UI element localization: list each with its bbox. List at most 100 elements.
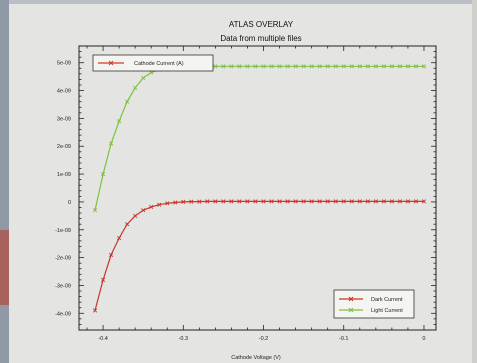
dark-current-point (269, 199, 274, 204)
chart-title: ATLAS OVERLAY (229, 20, 294, 29)
legend-bottom-box (333, 289, 415, 319)
dark-current-point (397, 199, 403, 204)
legend-light-marker (348, 307, 354, 313)
chart-subtitle: Data from multiple files (220, 34, 301, 43)
light-current-point (413, 64, 419, 69)
light-current-point (421, 64, 427, 69)
light-current-point (245, 64, 250, 69)
light-current-point (325, 64, 330, 69)
light-current-point (341, 64, 346, 69)
dark-current-point (277, 199, 282, 204)
x-axis-label: Cathode Voltage (V) (231, 355, 281, 361)
window-left-edge (0, 0, 9, 363)
x-tick-label: -0.1 (339, 336, 348, 342)
x-axis: -0.4 -0.3 -0.2 -0.1 0 (86, 46, 425, 342)
window-right-edge (472, 0, 477, 363)
legend-top-marker (108, 60, 114, 66)
x-tick-label: -0.3 (179, 336, 188, 342)
dark-current-point (213, 199, 218, 204)
dark-current-point (125, 222, 130, 227)
dark-current-point (108, 252, 114, 257)
y-tick-label: 5e-09 (57, 61, 71, 67)
light-current-point (277, 64, 282, 69)
x-tick-label: 0 (422, 336, 425, 342)
light-current-point (333, 64, 338, 69)
dark-current-point (341, 199, 346, 204)
light-current-point (269, 64, 274, 69)
light-current-point (373, 64, 378, 69)
dark-current-line (94, 200, 424, 311)
dark-current-point (421, 199, 427, 204)
light-current-point (301, 64, 306, 69)
light-current-point (125, 99, 130, 104)
light-current-point (285, 64, 290, 69)
y-tick-label: -2e-09 (55, 256, 71, 262)
light-current-point (92, 208, 98, 213)
dark-current-point (197, 199, 202, 204)
dark-current-point (181, 199, 186, 205)
dark-current-point (253, 199, 258, 204)
light-current-line (94, 65, 424, 211)
light-current-point (221, 64, 226, 69)
dark-current-point (149, 204, 154, 210)
light-current-point (100, 171, 106, 177)
dark-current-point (413, 199, 419, 204)
x-tick-label: -0.2 (259, 336, 268, 342)
y-tick-label: 1e-09 (57, 172, 71, 178)
light-current-point (141, 75, 146, 81)
light-current-point (213, 64, 218, 69)
dark-current-point (381, 199, 386, 204)
window-left-edge-tint (0, 230, 9, 305)
light-current-point (389, 64, 394, 69)
legend-dark-marker (348, 296, 354, 302)
y-tick-label: -4e-09 (55, 311, 71, 317)
light-current-point (237, 64, 242, 69)
y-tick-label: 3e-09 (57, 116, 71, 122)
dark-current-point (285, 199, 290, 204)
y-axis: 5e-09 4e-09 3e-09 2e-09 1e-09 0 -1e-09 -2e-09 -3… (55, 45, 436, 331)
dark-current-point (173, 200, 178, 205)
dark-current-point (189, 199, 194, 204)
dark-current-point (141, 208, 146, 213)
dark-current-point (100, 277, 106, 283)
light-current-point (108, 141, 114, 146)
plot-area-frame (78, 45, 437, 331)
light-current-point (357, 64, 362, 69)
dark-current-point (133, 213, 138, 218)
legend-top: Cathode Current (A) (92, 54, 214, 72)
dark-current-point (333, 199, 338, 204)
legend-light-current: Light Current (371, 308, 403, 314)
legend-top-box (92, 54, 214, 72)
light-current-point (349, 64, 354, 69)
dark-current-point (205, 199, 210, 204)
dark-current-point (301, 199, 306, 204)
dark-current-point (317, 199, 322, 204)
y-tick-label: -1e-09 (55, 228, 71, 234)
legend-dark-current: Dark Current (371, 297, 403, 303)
legend-bottom: Dark Current Light Current (333, 289, 415, 319)
dark-current-point (261, 199, 266, 204)
y-tick-label: 2e-09 (57, 144, 71, 150)
legend-cathode-current: Cathode Current (A) (134, 61, 184, 67)
x-tick-label: -0.4 (98, 336, 107, 342)
dark-current-point (357, 199, 362, 204)
light-current-point (397, 64, 403, 69)
dark-current-point (405, 199, 411, 204)
window-top-edge (0, 0, 477, 4)
dark-current-point (116, 235, 122, 241)
dark-current-point (349, 199, 354, 204)
dark-current-point (157, 202, 162, 207)
dark-current-point (92, 308, 98, 313)
light-current-point (405, 64, 411, 69)
light-current-point (381, 64, 386, 69)
y-tick-label: -3e-09 (55, 283, 71, 289)
y-tick-label: 4e-09 (57, 89, 71, 95)
dark-current-point (365, 199, 370, 204)
dark-current-point (389, 199, 394, 204)
dark-current-point (373, 199, 378, 204)
dark-current-point (309, 199, 314, 204)
light-current-point (309, 64, 314, 69)
dark-current-point (221, 199, 226, 204)
